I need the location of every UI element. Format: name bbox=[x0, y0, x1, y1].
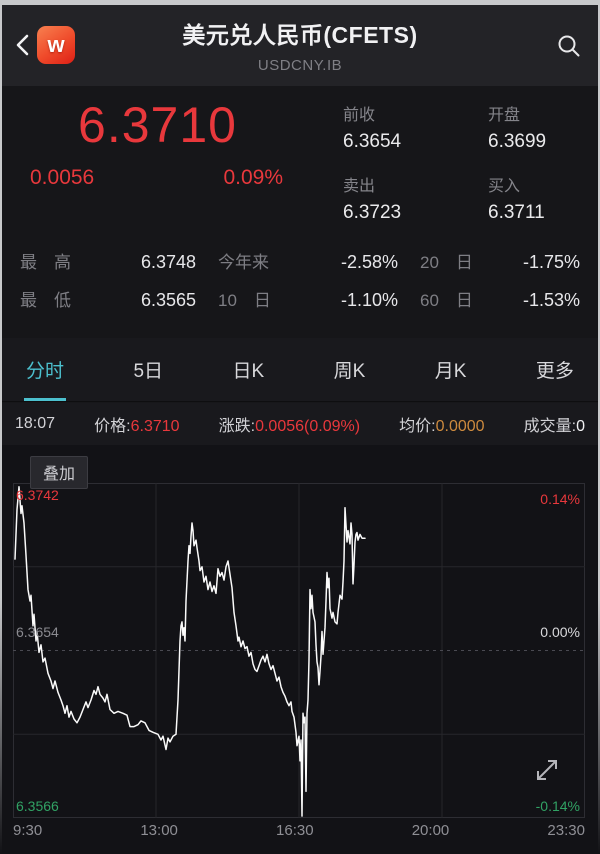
x-tick: 9:30 bbox=[13, 822, 43, 839]
y-axis-high-pct: 0.14% bbox=[540, 491, 580, 507]
info-average: 均价:0.0000 bbox=[399, 418, 485, 435]
tab-weekly-k[interactable]: 周K bbox=[333, 361, 366, 382]
field-value: 6.3723 bbox=[343, 202, 402, 223]
field-label: 前收 bbox=[343, 107, 376, 124]
stat-value: -2.58% bbox=[340, 252, 398, 272]
tab-monthly-k[interactable]: 月K bbox=[434, 361, 467, 382]
stat-high: 最 高 6.3748 bbox=[20, 248, 196, 273]
x-axis-labels: 9:30 13:00 16:30 20:00 23:30 bbox=[13, 822, 585, 839]
stat-20d: 20 日 -1.75% bbox=[420, 248, 580, 273]
stat-value: -1.75% bbox=[522, 252, 580, 272]
last-price-block: 6.3710 0.0056 0.09% bbox=[0, 86, 315, 190]
fullscreen-button[interactable] bbox=[529, 752, 565, 788]
quote-fields: 前收 6.3654 开盘 6.3699 卖出 6.3723 买入 6.3711 bbox=[343, 101, 600, 224]
search-icon bbox=[558, 35, 580, 57]
stat-value: 6.3748 bbox=[140, 252, 196, 272]
tab-more[interactable]: 更多 bbox=[535, 361, 574, 382]
tab-daily-k[interactable]: 日K bbox=[232, 361, 265, 382]
field-label: 开盘 bbox=[488, 107, 521, 124]
crosshair-info-bar: 18:07 价格:6.3710 涨跌:0.0056(0.09%) 均价:0.00… bbox=[0, 403, 600, 445]
back-chevron-icon bbox=[16, 34, 29, 56]
title-block: 美元兑人民币(CFETS) USDCNY.IB bbox=[90, 16, 510, 74]
search-button[interactable] bbox=[556, 33, 582, 59]
back-button[interactable] bbox=[10, 31, 38, 59]
stat-label: 60 日 bbox=[420, 291, 473, 310]
wind-logo: w bbox=[37, 26, 75, 64]
stats-row-2: 最 低 6.3565 10 日 -1.10% 60 日 -1.53% bbox=[20, 286, 580, 311]
overlay-button[interactable]: 叠加 bbox=[30, 456, 89, 489]
x-tick: 23:30 bbox=[547, 822, 585, 839]
stat-label: 最 低 bbox=[20, 291, 71, 310]
stat-label: 20 日 bbox=[420, 253, 473, 272]
wind-logo-letter: w bbox=[47, 32, 65, 57]
field-open: 开盘 6.3699 bbox=[488, 101, 600, 153]
stat-value: -1.53% bbox=[522, 290, 580, 310]
x-tick: 13:00 bbox=[140, 822, 178, 839]
price-line bbox=[14, 486, 366, 817]
stat-label: 最 高 bbox=[20, 253, 71, 272]
y-axis-low-pct: -0.14% bbox=[535, 798, 580, 814]
x-tick: 20:00 bbox=[411, 822, 450, 839]
y-axis-high-price: 6.3742 bbox=[16, 487, 59, 503]
tab-5day[interactable]: 5日 bbox=[133, 361, 164, 382]
stat-60d: 60 日 -1.53% bbox=[420, 286, 580, 311]
stat-label: 今年来 bbox=[218, 253, 269, 272]
stats-row-1: 最 高 6.3748 今年来 -2.58% 20 日 -1.75% bbox=[20, 248, 580, 273]
instrument-code: USDCNY.IB bbox=[257, 57, 343, 74]
chart-section: 叠加 6.3742 6.3654 6.3566 0.14% 0.00% -0.1… bbox=[0, 445, 600, 854]
page-title: 美元兑人民币(CFETS) bbox=[182, 22, 418, 48]
chart-canvas bbox=[13, 483, 585, 818]
screenshot-top-edge bbox=[0, 0, 600, 5]
stat-value: 6.3565 bbox=[140, 290, 196, 310]
info-time: 18:07 bbox=[15, 415, 56, 432]
stats-section: 最 高 6.3748 今年来 -2.58% 20 日 -1.75% 最 低 6.… bbox=[0, 232, 600, 338]
field-label: 买入 bbox=[488, 178, 521, 195]
header: w 美元兑人民币(CFETS) USDCNY.IB bbox=[0, 5, 600, 86]
x-tick: 16:30 bbox=[276, 822, 314, 839]
y-axis-mid-price: 6.3654 bbox=[16, 624, 59, 640]
stat-low: 最 低 6.3565 bbox=[20, 286, 196, 311]
tab-intraday[interactable]: 分时 bbox=[24, 338, 67, 401]
field-ask: 卖出 6.3723 bbox=[343, 172, 488, 224]
stat-value: -1.10% bbox=[340, 290, 398, 310]
info-volume: 成交量:0 bbox=[523, 418, 585, 435]
field-value: 6.3654 bbox=[343, 131, 402, 152]
y-axis-low-price: 6.3566 bbox=[16, 798, 59, 814]
field-prev-close: 前收 6.3654 bbox=[343, 101, 488, 153]
quote-section: 6.3710 0.0056 0.09% 前收 6.3654 开盘 6.3699 … bbox=[0, 86, 600, 232]
info-price: 价格:6.3710 bbox=[94, 418, 180, 435]
chart-plot[interactable]: 6.3742 6.3654 6.3566 0.14% 0.00% -0.14% bbox=[13, 483, 585, 818]
field-value: 6.3711 bbox=[488, 202, 545, 223]
field-bid: 买入 6.3711 bbox=[488, 172, 600, 224]
expand-icon bbox=[537, 760, 557, 780]
field-label: 卖出 bbox=[343, 178, 376, 195]
stat-label: 10 日 bbox=[218, 291, 271, 310]
screenshot-right-edge bbox=[598, 0, 600, 854]
field-value: 6.3699 bbox=[488, 131, 547, 152]
stat-ytd: 今年来 -2.58% bbox=[218, 248, 398, 273]
price-change: 0.0056 bbox=[30, 166, 95, 189]
info-change: 涨跌:0.0056(0.09%) bbox=[218, 418, 361, 435]
last-price: 6.3710 bbox=[78, 97, 237, 153]
stat-10d: 10 日 -1.10% bbox=[218, 286, 398, 311]
y-axis-mid-pct: 0.00% bbox=[540, 624, 580, 640]
period-tabs: 分时 5日 日K 周K 月K 更多 bbox=[0, 338, 600, 402]
screenshot-left-edge bbox=[0, 0, 2, 854]
price-change-pct: 0.09% bbox=[223, 166, 283, 189]
